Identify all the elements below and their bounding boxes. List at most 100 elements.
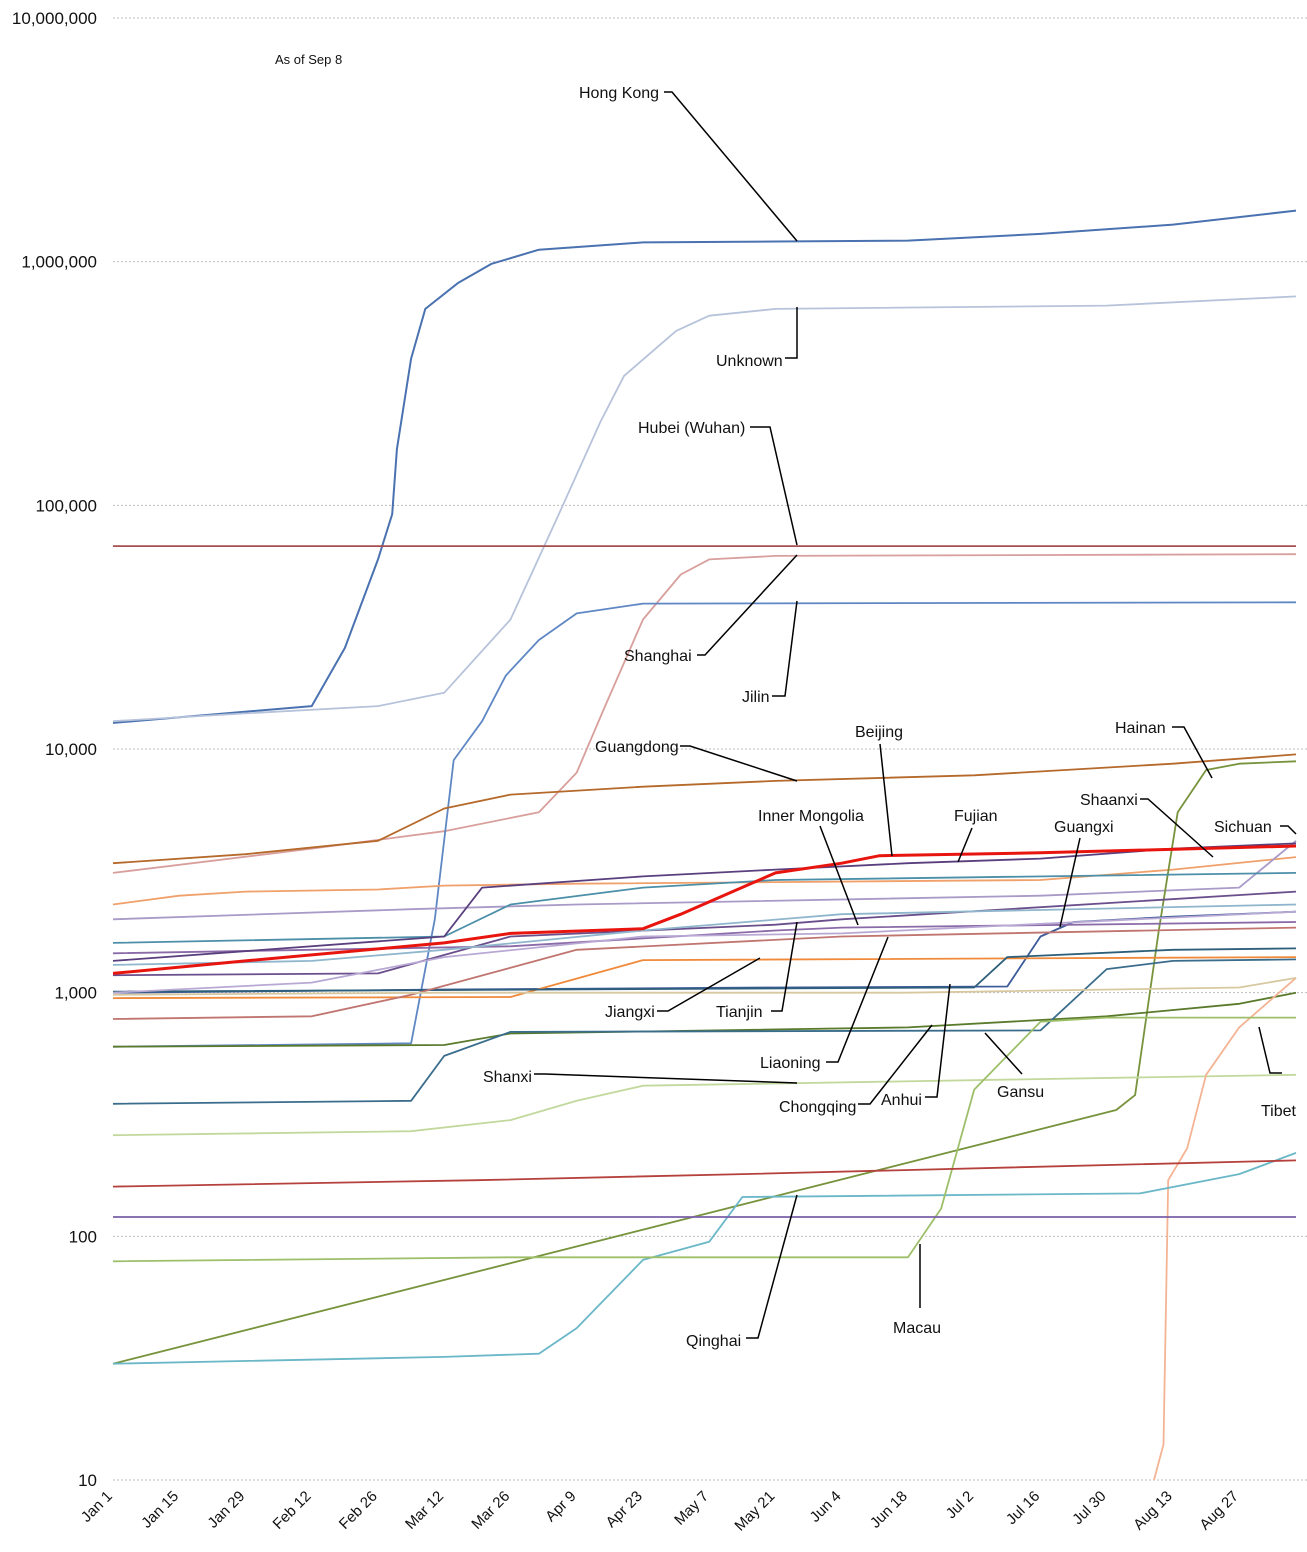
series-line-unknown [112,295,1297,723]
x-tick-label: Jan 15 [138,1488,182,1532]
series-line-qinghai [112,1152,1297,1365]
x-axis-tick-labels: Jan 1 Jan 15 Jan 29 Feb 12 Feb 26 Mar 12 Mar 2… [78,1488,1242,1535]
series-line-province [112,977,1297,996]
series-line-jiangxi [112,956,1297,999]
x-tick-label: Feb 12 [270,1488,315,1533]
x-tick-label: Apr 23 [603,1488,646,1531]
series-line-hong-kong [112,209,1297,724]
grid-lines [113,17,1307,1481]
y-tick-label: 10,000,000 [12,9,97,28]
leader-shanghai [697,554,798,656]
series-lines [112,209,1297,1481]
y-tick-label: 100 [69,1227,97,1246]
x-tick-label: Jan 29 [204,1488,248,1532]
leader-gansu [984,1032,1023,1075]
label-jiangxi: Jiangxi [605,1004,655,1021]
series-line-gansu [112,947,1297,993]
series-line-shanghai [112,553,1297,874]
series-line-province [112,903,1297,966]
leader-liaoning [826,936,889,1063]
leader-guangdong [680,745,798,782]
leader-hainan [1172,726,1213,779]
leader-jilin [772,600,798,697]
series-line-province [112,926,1297,1020]
label-macau: Macau [893,1320,941,1337]
series-line-province [112,910,1297,994]
label-hainan: Hainan [1115,720,1166,737]
series-line-tibet [1153,977,1297,1481]
label-tibet: Tibet [1261,1103,1297,1120]
series-line-beijing [112,844,1297,975]
x-tick-label: Jan 1 [78,1488,116,1526]
y-tick-label: 1,000 [54,984,97,1003]
series-line-province [112,1159,1297,1188]
label-gansu: Gansu [997,1084,1044,1101]
y-tick-label: 100,000 [36,496,97,515]
series-line-shanxi [112,1073,1297,1137]
y-tick-label: 10 [78,1471,97,1490]
y-axis-tick-labels: 10 100 1,000 10,000 100,000 1,000,000 10,000,0… [12,9,97,1490]
leader-inner-mongolia [819,825,859,926]
leader-shanxi [534,1073,798,1084]
label-chongqing: Chongqing [779,1099,856,1116]
label-shanxi: Shanxi [483,1069,532,1086]
series-line-sichuan [112,840,1297,921]
label-anhui: Anhui [881,1092,922,1109]
leader-tianjin [771,921,798,1012]
y-tick-label: 10,000 [45,740,97,759]
label-inner-mongolia: Inner Mongolia [758,808,864,825]
series-line-macau [112,1016,1296,1263]
label-unknown: Unknown [716,353,783,370]
label-beijing: Beijing [855,724,903,741]
x-tick-label: Aug 13 [1130,1488,1176,1534]
x-tick-label: May 7 [671,1488,712,1529]
leader-fujian [957,827,973,863]
x-tick-label: Feb 26 [336,1488,381,1533]
label-hubei-wuhan: Hubei (Wuhan) [638,420,745,437]
annotation-labels: Hong Kong Unknown Hubei (Wuhan) Shanghai Jil… [483,85,1297,1350]
leader-unknown [785,307,798,359]
series-line-shaanxi [112,856,1297,906]
x-tick-label: Mar 26 [468,1488,513,1533]
leader-jiangxi [657,957,761,1012]
note-as-of: As of Sep 8 [275,52,342,67]
label-qinghai: Qinghai [686,1333,741,1350]
series-line-jilin [112,601,1297,1048]
y-tick-label: 1,000,000 [21,253,97,272]
x-tick-label: Mar 12 [402,1488,447,1533]
leader-chongqing [858,1024,933,1105]
leader-hong-kong [664,91,798,242]
label-hong-kong: Hong Kong [579,85,659,102]
series-line-anhui [112,958,1297,1105]
leader-anhui [925,983,951,1098]
label-shanghai: Shanghai [624,648,692,665]
label-guangxi: Guangxi [1054,819,1114,836]
x-tick-label: Aug 27 [1196,1488,1242,1534]
x-tick-label: Apr 9 [542,1488,579,1525]
x-tick-label: Jul 16 [1003,1488,1043,1528]
label-jilin: Jilin [742,689,770,706]
label-tianjin: Tianjin [716,1004,763,1021]
leader-tibet [1258,1026,1282,1074]
label-fujian: Fujian [954,808,998,825]
leader-beijing [879,743,893,857]
label-liaoning: Liaoning [760,1055,821,1072]
leader-sichuan [1280,825,1297,835]
label-shaanxi: Shaanxi [1080,792,1138,809]
x-tick-label: Jul 2 [943,1488,977,1522]
leader-hubei-wuhan [750,426,798,546]
label-guangdong: Guangdong [595,739,679,756]
x-tick-label: Jul 30 [1069,1488,1109,1528]
annotation-leaders [534,91,1297,1339]
x-tick-label: Jun 4 [807,1488,845,1526]
leader-shaanxi [1140,798,1214,858]
leader-qinghai [746,1194,798,1339]
x-tick-label: May 21 [731,1488,778,1535]
series-line-chongqing [112,991,1297,1048]
series-line-hainan [112,760,1297,1365]
leader-guangxi [1059,837,1081,928]
series-line-guangdong [112,753,1297,865]
series-line-tianjin [112,872,1297,944]
label-sichuan: Sichuan [1214,819,1272,836]
